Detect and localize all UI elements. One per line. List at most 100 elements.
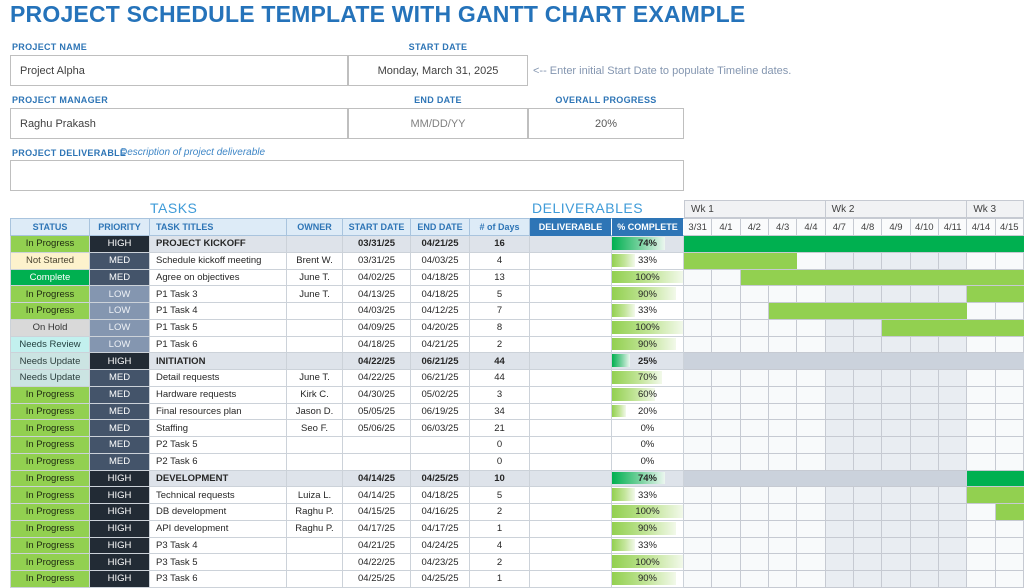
gantt-cell[interactable] — [684, 370, 713, 387]
priority-cell[interactable]: HIGH — [90, 504, 150, 521]
gantt-cell[interactable] — [684, 571, 713, 588]
status-cell[interactable]: In Progress — [10, 403, 90, 421]
deliverable-cell[interactable] — [530, 453, 612, 471]
gantt-cell[interactable] — [797, 403, 826, 421]
deliverable-cell[interactable] — [530, 571, 612, 588]
gantt-cell[interactable] — [797, 504, 826, 521]
gantt-cell[interactable] — [853, 453, 883, 471]
days-cell[interactable]: 0 — [470, 453, 530, 471]
task-title-cell[interactable]: API development — [150, 520, 287, 538]
start-date-cell[interactable]: 05/05/25 — [343, 403, 411, 421]
percent-complete-cell[interactable]: 0% — [612, 453, 684, 471]
days-cell[interactable]: 2 — [470, 504, 530, 521]
start-date-cell[interactable] — [343, 453, 411, 471]
gantt-cell[interactable] — [853, 319, 883, 337]
days-cell[interactable]: 34 — [470, 403, 530, 421]
gantt-cell[interactable] — [853, 571, 883, 588]
owner-cell[interactable] — [287, 353, 343, 370]
priority-cell[interactable]: HIGH — [90, 487, 150, 504]
column-header-task-titles[interactable]: TASK TITLES — [150, 218, 287, 236]
gantt-cell[interactable] — [882, 537, 911, 555]
gantt-cell[interactable] — [938, 537, 968, 555]
gantt-cell[interactable] — [910, 537, 939, 555]
gantt-cell[interactable] — [797, 487, 826, 504]
deliverable-cell[interactable] — [530, 370, 612, 387]
gantt-cell[interactable] — [938, 453, 968, 471]
start-date-cell[interactable]: 03/31/25 — [343, 252, 411, 270]
gantt-cell[interactable] — [768, 370, 798, 387]
task-title-cell[interactable]: P1 Task 6 — [150, 336, 287, 354]
deliverable-cell[interactable] — [530, 403, 612, 421]
status-cell[interactable]: Needs Update — [10, 370, 90, 387]
status-cell[interactable]: In Progress — [10, 453, 90, 471]
gantt-cell[interactable] — [853, 487, 883, 504]
deliverable-cell[interactable] — [530, 386, 612, 404]
task-title-cell[interactable]: Hardware requests — [150, 386, 287, 404]
priority-cell[interactable]: MED — [90, 252, 150, 270]
deliverable-cell[interactable] — [530, 286, 612, 303]
start-date-cell[interactable]: 04/21/25 — [343, 537, 411, 555]
gantt-date-header[interactable]: 4/15 — [995, 218, 1024, 236]
gantt-date-header[interactable]: 4/4 — [797, 218, 826, 236]
end-date-cell[interactable]: 06/03/25 — [411, 420, 470, 437]
gantt-cell[interactable] — [740, 420, 769, 437]
gantt-cell[interactable] — [768, 286, 798, 303]
task-title-cell[interactable]: Detail requests — [150, 370, 287, 387]
gantt-cell[interactable] — [825, 504, 854, 521]
gantt-cell[interactable] — [995, 520, 1024, 538]
gantt-cell[interactable] — [995, 437, 1024, 454]
status-cell[interactable]: On Hold — [10, 319, 90, 337]
gantt-cell[interactable] — [882, 437, 911, 454]
deliverable-cell[interactable] — [530, 554, 612, 571]
status-cell[interactable]: In Progress — [10, 437, 90, 454]
end-date-cell[interactable]: 04/17/25 — [411, 520, 470, 538]
start-date-cell[interactable]: 04/18/25 — [343, 336, 411, 354]
gantt-cell[interactable] — [882, 370, 911, 387]
priority-cell[interactable]: MED — [90, 403, 150, 421]
gantt-cell[interactable] — [825, 420, 854, 437]
days-cell[interactable]: 2 — [470, 554, 530, 571]
days-cell[interactable]: 5 — [470, 487, 530, 504]
end-date-cell[interactable]: 06/19/25 — [411, 403, 470, 421]
gantt-cell[interactable] — [797, 437, 826, 454]
gantt-cell[interactable] — [910, 286, 939, 303]
end-date-cell[interactable]: 04/03/25 — [411, 252, 470, 270]
days-cell[interactable]: 44 — [470, 370, 530, 387]
days-cell[interactable]: 44 — [470, 353, 530, 370]
gantt-cell[interactable] — [967, 303, 996, 320]
column-header-priority[interactable]: PRIORITY — [90, 218, 150, 236]
owner-cell[interactable] — [287, 336, 343, 354]
gantt-cell[interactable] — [938, 420, 968, 437]
end-date-cell[interactable]: 06/21/25 — [411, 370, 470, 387]
gantt-date-header[interactable]: 4/10 — [910, 218, 939, 236]
gantt-cell[interactable] — [910, 571, 939, 588]
task-title-cell[interactable]: P3 Task 4 — [150, 537, 287, 555]
end-date-cell[interactable]: 04/25/25 — [411, 571, 470, 588]
gantt-week-header[interactable]: Wk 3 — [967, 200, 1024, 218]
end-date-cell[interactable]: 04/18/25 — [411, 487, 470, 504]
priority-cell[interactable]: LOW — [90, 303, 150, 320]
percent-complete-cell[interactable]: 90% — [612, 336, 684, 354]
gantt-cell[interactable] — [740, 386, 769, 404]
end-date-cell[interactable]: 04/18/25 — [411, 286, 470, 303]
gantt-cell[interactable] — [882, 252, 911, 270]
end-date-cell[interactable]: 04/24/25 — [411, 537, 470, 555]
gantt-cell[interactable] — [712, 520, 741, 538]
gantt-cell[interactable] — [910, 487, 939, 504]
priority-cell[interactable]: HIGH — [90, 470, 150, 488]
gantt-cell[interactable] — [995, 303, 1024, 320]
gantt-cell[interactable] — [768, 437, 798, 454]
end-date-cell[interactable]: 04/12/25 — [411, 303, 470, 320]
gantt-cell[interactable] — [910, 520, 939, 538]
gantt-cell[interactable] — [882, 453, 911, 471]
column-header-start-date[interactable]: START DATE — [343, 218, 411, 236]
gantt-cell[interactable] — [995, 420, 1024, 437]
gantt-cell[interactable] — [938, 386, 968, 404]
end-date-cell[interactable]: 06/21/25 — [411, 353, 470, 370]
days-cell[interactable]: 21 — [470, 420, 530, 437]
gantt-cell[interactable] — [740, 487, 769, 504]
percent-complete-cell[interactable]: 100% — [612, 269, 684, 287]
owner-cell[interactable]: June T. — [287, 286, 343, 303]
priority-cell[interactable]: HIGH — [90, 353, 150, 370]
gantt-cell[interactable] — [684, 319, 713, 337]
